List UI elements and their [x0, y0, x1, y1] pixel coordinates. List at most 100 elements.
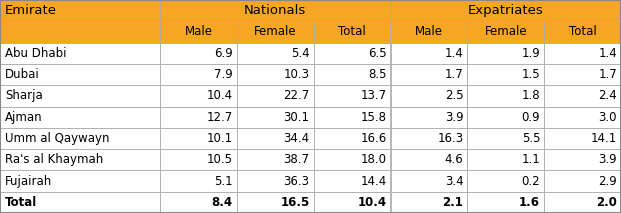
Text: 10.3: 10.3 — [284, 68, 310, 81]
Text: 10.4: 10.4 — [357, 196, 386, 209]
Text: Nationals: Nationals — [244, 4, 306, 17]
Bar — [391, 85, 468, 106]
Text: 10.5: 10.5 — [207, 153, 233, 166]
Bar — [160, 85, 237, 106]
Text: 2.0: 2.0 — [596, 196, 617, 209]
Bar — [544, 128, 621, 149]
Text: 7.9: 7.9 — [214, 68, 233, 81]
Text: 16.6: 16.6 — [360, 132, 386, 145]
Bar — [237, 21, 314, 43]
Bar — [391, 149, 468, 170]
Bar — [391, 192, 468, 213]
Text: Male: Male — [184, 25, 212, 39]
Bar — [0, 43, 160, 64]
Text: Dubai: Dubai — [5, 68, 40, 81]
Bar — [160, 149, 237, 170]
Text: 3.0: 3.0 — [599, 111, 617, 124]
Text: 0.2: 0.2 — [522, 174, 540, 188]
Text: Male: Male — [415, 25, 443, 39]
Bar — [314, 192, 391, 213]
Text: Ra's al Khaymah: Ra's al Khaymah — [5, 153, 103, 166]
Bar — [544, 85, 621, 106]
Bar — [391, 64, 468, 85]
Bar — [0, 170, 160, 192]
Bar — [237, 170, 314, 192]
Bar — [160, 64, 237, 85]
Text: 6.5: 6.5 — [368, 47, 386, 60]
Text: 5.5: 5.5 — [522, 132, 540, 145]
Bar — [391, 21, 468, 43]
Bar — [0, 106, 160, 128]
Text: 1.6: 1.6 — [519, 196, 540, 209]
Text: Umm al Qaywayn: Umm al Qaywayn — [5, 132, 109, 145]
Bar — [544, 149, 621, 170]
Bar — [468, 170, 544, 192]
Bar — [160, 192, 237, 213]
Bar — [160, 106, 237, 128]
Bar — [237, 64, 314, 85]
Text: 22.7: 22.7 — [283, 89, 310, 102]
Bar — [314, 43, 391, 64]
Text: 18.0: 18.0 — [361, 153, 386, 166]
Text: 1.4: 1.4 — [598, 47, 617, 60]
Bar — [468, 85, 544, 106]
Text: 1.1: 1.1 — [522, 153, 540, 166]
Text: 5.1: 5.1 — [214, 174, 233, 188]
Text: 3.9: 3.9 — [599, 153, 617, 166]
Bar — [544, 43, 621, 64]
Bar — [237, 192, 314, 213]
Text: 16.3: 16.3 — [437, 132, 463, 145]
Bar — [391, 43, 468, 64]
Text: 5.4: 5.4 — [291, 47, 310, 60]
Bar — [0, 21, 160, 43]
Bar — [468, 149, 544, 170]
Text: Total: Total — [338, 25, 366, 39]
Bar — [314, 64, 391, 85]
Bar — [468, 128, 544, 149]
Bar — [0, 85, 160, 106]
Bar — [391, 128, 468, 149]
Bar — [160, 128, 237, 149]
Bar — [391, 0, 621, 21]
Bar — [314, 128, 391, 149]
Text: Sharja: Sharja — [5, 89, 43, 102]
Bar — [314, 21, 391, 43]
Bar — [468, 21, 544, 43]
Text: 2.4: 2.4 — [598, 89, 617, 102]
Text: 30.1: 30.1 — [284, 111, 310, 124]
Text: 2.9: 2.9 — [598, 174, 617, 188]
Text: 8.5: 8.5 — [368, 68, 386, 81]
Text: Emirate: Emirate — [5, 4, 57, 17]
Text: Expatriates: Expatriates — [468, 4, 543, 17]
Bar — [160, 21, 237, 43]
Bar — [160, 170, 237, 192]
Bar — [314, 149, 391, 170]
Text: 0.9: 0.9 — [522, 111, 540, 124]
Bar — [314, 106, 391, 128]
Bar — [0, 0, 160, 21]
Text: 8.4: 8.4 — [212, 196, 233, 209]
Text: 1.7: 1.7 — [598, 68, 617, 81]
Bar — [468, 64, 544, 85]
Bar — [237, 43, 314, 64]
Text: 3.4: 3.4 — [445, 174, 463, 188]
Bar — [544, 170, 621, 192]
Text: 10.1: 10.1 — [207, 132, 233, 145]
Text: Ajman: Ajman — [5, 111, 43, 124]
Text: 14.4: 14.4 — [360, 174, 386, 188]
Text: 34.4: 34.4 — [284, 132, 310, 145]
Bar — [468, 43, 544, 64]
Text: 14.1: 14.1 — [591, 132, 617, 145]
Bar — [0, 149, 160, 170]
Text: 1.4: 1.4 — [445, 47, 463, 60]
Text: 10.4: 10.4 — [207, 89, 233, 102]
Text: 2.5: 2.5 — [445, 89, 463, 102]
Bar — [237, 85, 314, 106]
Bar — [0, 192, 160, 213]
Bar — [0, 64, 160, 85]
Text: Total: Total — [5, 196, 37, 209]
Text: 36.3: 36.3 — [284, 174, 310, 188]
Text: Fujairah: Fujairah — [5, 174, 52, 188]
Text: 13.7: 13.7 — [360, 89, 386, 102]
Text: 1.7: 1.7 — [445, 68, 463, 81]
